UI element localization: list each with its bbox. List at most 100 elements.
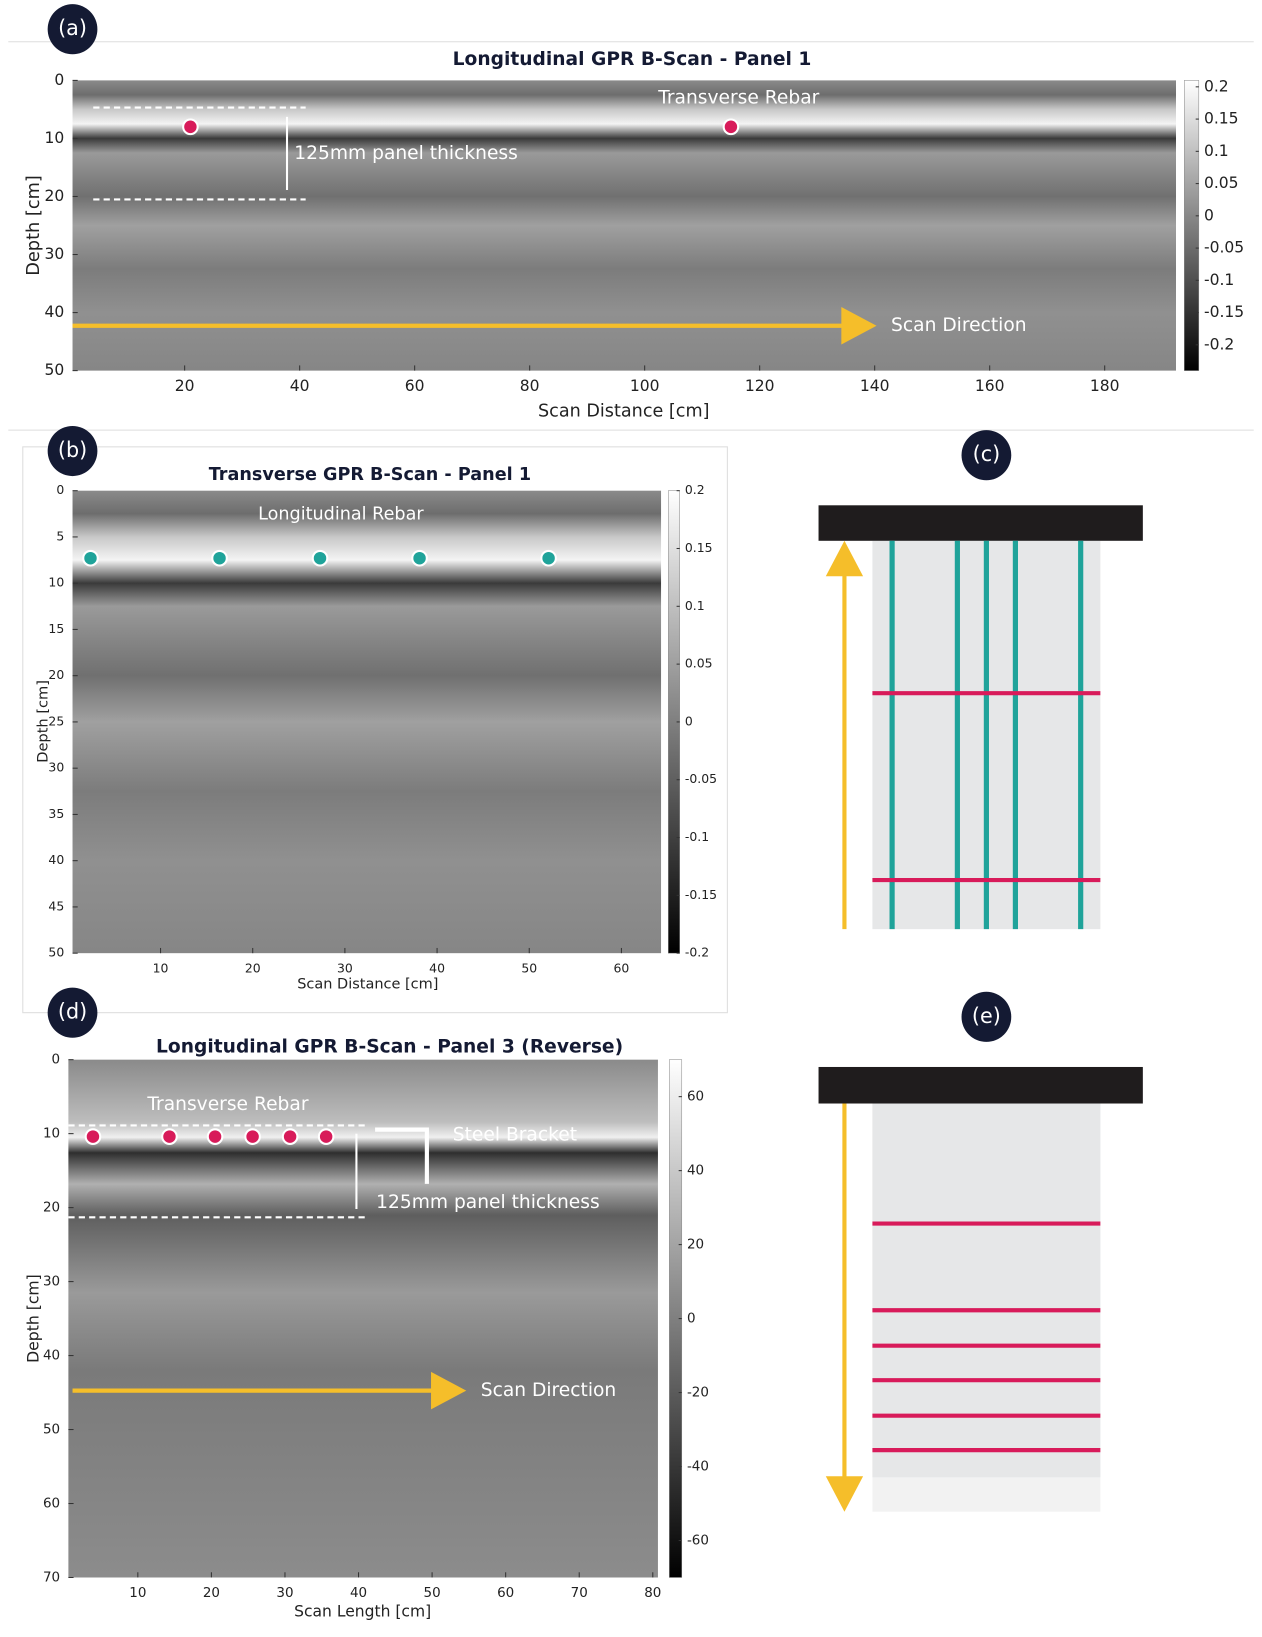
colorbar-tick-label: 20 — [687, 1237, 704, 1253]
panel-label: (d) — [58, 1000, 87, 1024]
x-tick-label: 80 — [644, 1585, 661, 1601]
arrow-head — [825, 1476, 864, 1512]
rebar-marker — [722, 118, 740, 136]
colorbar-tick-label: 0.1 — [1204, 142, 1229, 160]
y-tick-label: 40 — [43, 1348, 60, 1364]
colorbar-tick-label: -0.1 — [1204, 271, 1234, 289]
diagram-c: (c) — [818, 430, 1143, 930]
colorbar-tick-label: 0.15 — [1204, 110, 1239, 128]
annotation: Transverse Rebar — [657, 88, 819, 109]
transverse-rebars — [872, 691, 1101, 883]
colorbar-tick-label: 0 — [685, 713, 693, 728]
x-tick-label: 160 — [975, 377, 1005, 395]
y-tick-label: 20 — [44, 187, 64, 205]
y-tick-label: 50 — [44, 361, 64, 379]
longitudinal-rebars — [889, 540, 1084, 930]
x-tick-label: 60 — [405, 377, 425, 395]
colorbar-tick-label: -0.2 — [1204, 335, 1234, 353]
colorbar-tick-label: -0.05 — [685, 771, 717, 786]
y-tick-label: 10 — [44, 129, 64, 147]
rebar-marker — [211, 549, 228, 567]
rebar-marker — [182, 118, 199, 136]
x-tick-label: 60 — [614, 960, 630, 975]
x-tick-label: 50 — [521, 960, 537, 975]
annotation: Transverse Rebar — [146, 1094, 308, 1115]
panel-badge — [47, 425, 98, 477]
y-tick-label: 10 — [43, 1126, 60, 1142]
panel-body — [872, 1103, 1101, 1478]
panel-badge — [47, 4, 98, 55]
rebar-marker — [540, 549, 557, 567]
chart-title: Longitudinal GPR B-Scan - Panel 1 — [453, 49, 812, 70]
y-tick-label: 70 — [43, 1569, 60, 1585]
annotation: 125mm panel thickness — [294, 143, 518, 164]
annotation: 125mm panel thickness — [376, 1192, 600, 1213]
y-tick-label: 35 — [48, 806, 64, 821]
colorbar-tick-label: 0.2 — [685, 482, 705, 497]
annotation: Scan Direction — [481, 1380, 617, 1401]
panel-frame — [22, 446, 728, 1014]
arrow-head — [825, 540, 864, 577]
x-tick-label: 70 — [571, 1585, 588, 1601]
colorbar-tick-label: 0.1 — [685, 598, 705, 613]
annotation: Steel Bracket — [453, 1124, 577, 1145]
x-tick-label: 180 — [1090, 377, 1120, 395]
y-tick-label: 0 — [54, 71, 64, 89]
panel-label: (e) — [972, 1004, 1001, 1028]
y-tick-label: 50 — [48, 945, 64, 960]
y-tick-label: 30 — [43, 1274, 60, 1290]
x-tick-label: 80 — [520, 377, 540, 395]
x-tick-label: 20 — [245, 960, 261, 975]
colorbar-tick-label: -0.1 — [685, 829, 709, 844]
transverse-rebars — [872, 1221, 1101, 1453]
y-tick-label: 45 — [48, 898, 64, 913]
y-tick-label: 5 — [56, 528, 64, 543]
x-axis-label: Scan Distance [cm] — [297, 975, 438, 992]
rebar-marker — [244, 1128, 261, 1145]
bracket — [375, 1127, 429, 1184]
rebar-marker — [317, 1128, 335, 1145]
y-axis-label: Depth [cm] — [25, 1274, 43, 1363]
x-tick-label: 50 — [424, 1585, 441, 1601]
chart-title: Transverse GPR B-Scan - Panel 1 — [209, 465, 531, 485]
y-axis-label: Depth [cm] — [35, 680, 52, 763]
annotation: Longitudinal Rebar — [258, 505, 424, 525]
y-tick-label: 40 — [48, 852, 64, 867]
panel-label: (b) — [58, 438, 87, 462]
colorbar-tick-label: 60 — [687, 1089, 704, 1105]
x-tick-label: 40 — [429, 960, 445, 975]
scan-image — [72, 80, 1177, 371]
panel-badge — [961, 991, 1012, 1042]
rebar-marker — [84, 1128, 102, 1145]
x-tick-label: 30 — [337, 960, 353, 975]
annotation: Scan Direction — [891, 315, 1027, 336]
y-tick-label: 60 — [43, 1495, 60, 1511]
colorbar-tick-label: -0.2 — [685, 945, 709, 960]
y-tick-label: 0 — [56, 482, 64, 497]
colorbar-tick-label: -0.15 — [1204, 303, 1244, 321]
colorbar-tick-label: -60 — [687, 1532, 709, 1548]
y-tick-label: 10 — [48, 575, 64, 590]
x-tick-label: 30 — [276, 1585, 293, 1601]
y-tick-label: 20 — [48, 667, 64, 682]
colorbar-tick-label: -20 — [687, 1385, 709, 1401]
rebar-marker — [281, 1128, 299, 1145]
scan-image — [72, 490, 662, 954]
support — [818, 1066, 1143, 1104]
x-tick-label: 40 — [290, 377, 310, 395]
colorbar-tick-label: 0.05 — [1204, 174, 1239, 192]
colorbar-tick-label: 0 — [1204, 206, 1214, 224]
y-axis-label: Depth [cm] — [24, 175, 44, 276]
rebar-marker — [161, 1128, 178, 1145]
scan-image — [68, 1059, 658, 1578]
x-tick-label: 20 — [203, 1585, 220, 1601]
x-axis-label: Scan Distance [cm] — [538, 401, 710, 421]
x-tick-label: 120 — [745, 377, 775, 395]
rebar-marker — [82, 549, 99, 567]
colorbar-tick-label: -0.15 — [685, 887, 717, 902]
y-tick-label: 50 — [43, 1422, 60, 1438]
arrow-head — [431, 1371, 467, 1410]
colorbar-tick-label: -0.05 — [1204, 239, 1244, 257]
rebar-marker — [311, 549, 329, 567]
